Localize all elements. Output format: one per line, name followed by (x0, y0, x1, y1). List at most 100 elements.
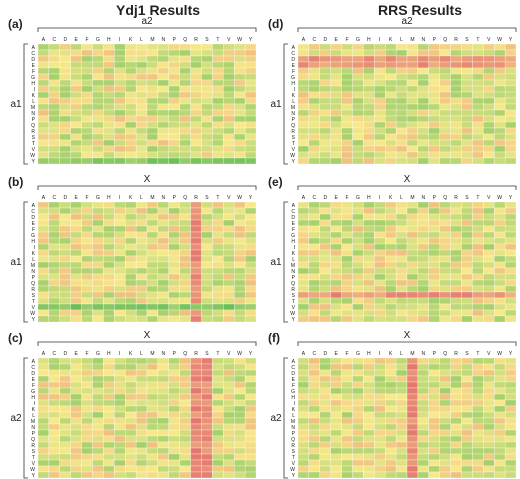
heatmap-cell (103, 67, 115, 75)
heatmap-cell (146, 399, 159, 407)
heatmap-cell (234, 145, 246, 153)
heatmap-cell (374, 399, 386, 407)
heatmap-cell (234, 127, 246, 135)
row-tick-label: I (34, 87, 35, 93)
heatmap-cell (308, 79, 320, 87)
heatmap-cell (201, 109, 213, 117)
heatmap-cell (395, 91, 408, 99)
heatmap-cell (114, 303, 126, 311)
heatmap-cell (70, 61, 82, 69)
heatmap-cell (157, 79, 169, 87)
heatmap-cell (179, 139, 191, 147)
heatmap-cell (395, 79, 408, 87)
heatmap-cell (81, 55, 93, 63)
heatmap-cell (157, 369, 169, 377)
heatmap-cell (472, 459, 484, 467)
heatmap-cell (504, 55, 517, 63)
heatmap-cell (483, 393, 495, 401)
heatmap-cell (37, 121, 50, 129)
heatmap-cell (179, 447, 191, 455)
heatmap-cell (341, 85, 353, 93)
col-tick-label: D (63, 351, 67, 357)
heatmap-cell (319, 73, 331, 81)
heatmap-cell (385, 261, 397, 269)
heatmap-cell (341, 219, 353, 227)
heatmap-cell (114, 375, 126, 383)
heatmap-cell (146, 267, 159, 275)
heatmap-cell (341, 213, 353, 221)
row-tick-label: G (291, 233, 295, 239)
heatmap-cell (450, 79, 462, 87)
heatmap-cell (244, 315, 257, 323)
heatmap-cell (428, 261, 440, 269)
heatmap-cell (234, 363, 246, 371)
heatmap-cell (135, 103, 148, 111)
heatmap-cell (319, 207, 331, 215)
heatmap-cell (341, 279, 353, 287)
heatmap-cell (179, 297, 191, 305)
heatmap-cell (135, 273, 148, 281)
heatmap-cell (319, 297, 331, 305)
heatmap-cell (179, 459, 191, 467)
heatmap-cell (395, 133, 408, 141)
heatmap-cell (352, 453, 364, 461)
heatmap-cell (494, 375, 506, 383)
heatmap-cell (37, 447, 50, 455)
row-tick-label: Q (31, 437, 35, 443)
heatmap-cell (212, 139, 224, 147)
heatmap-cell (92, 139, 104, 147)
col-tick-label: V (227, 351, 231, 357)
heatmap-cell (103, 109, 115, 117)
heatmap-cell (135, 213, 148, 221)
heatmap-cell (439, 459, 451, 467)
heatmap-cell (125, 387, 137, 395)
heatmap-cell (135, 441, 148, 449)
heatmap-cell (179, 97, 191, 105)
heatmap-cell (395, 151, 408, 159)
heatmap-cell (146, 405, 159, 413)
heatmap-cell (157, 297, 169, 305)
heatmap-cell (319, 121, 331, 129)
heatmap-cell (135, 115, 148, 123)
heatmap-cell (439, 109, 451, 117)
heatmap-cell (146, 273, 159, 281)
heatmap-cell (157, 447, 169, 455)
heatmap-cell (450, 145, 462, 153)
heatmap-cell (439, 411, 451, 419)
row-tick-label: Q (31, 123, 35, 129)
col-tick-label: K (129, 351, 133, 357)
heatmap-cell (81, 151, 93, 159)
heatmap-cell (244, 255, 257, 263)
heatmap-cell (352, 91, 364, 99)
heatmap-cell (439, 97, 451, 105)
heatmap-cell (504, 97, 517, 105)
heatmap-cell (37, 303, 50, 311)
heatmap-cell (308, 297, 320, 305)
heatmap-cell (135, 381, 148, 389)
heatmap-cell (70, 133, 82, 141)
heatmap-cell (504, 447, 517, 455)
heatmap-cell (352, 417, 364, 425)
col-tick-label: Q (183, 195, 187, 201)
heatmap-cell (472, 405, 484, 413)
heatmap-cell (417, 471, 429, 479)
heatmap-cell (48, 363, 60, 371)
heatmap-cell (234, 291, 246, 299)
heatmap-cell (472, 213, 484, 221)
row-tick-label: H (291, 395, 295, 401)
heatmap-cell (81, 285, 93, 293)
heatmap-cell (125, 255, 137, 263)
heatmap-cell (341, 357, 353, 365)
heatmap-cell (190, 127, 202, 135)
heatmap-cell (395, 145, 408, 153)
heatmap-cell (103, 133, 115, 141)
heatmap-cell (406, 381, 419, 389)
heatmap-cell (428, 417, 440, 425)
heatmap-cell (81, 429, 93, 437)
heatmap-cell (308, 237, 320, 245)
col-tick-label: T (476, 37, 479, 43)
heatmap-cell (406, 55, 419, 63)
heatmap-cell (374, 309, 386, 317)
heatmap-cell (114, 43, 126, 51)
heatmap-cell (374, 471, 386, 479)
